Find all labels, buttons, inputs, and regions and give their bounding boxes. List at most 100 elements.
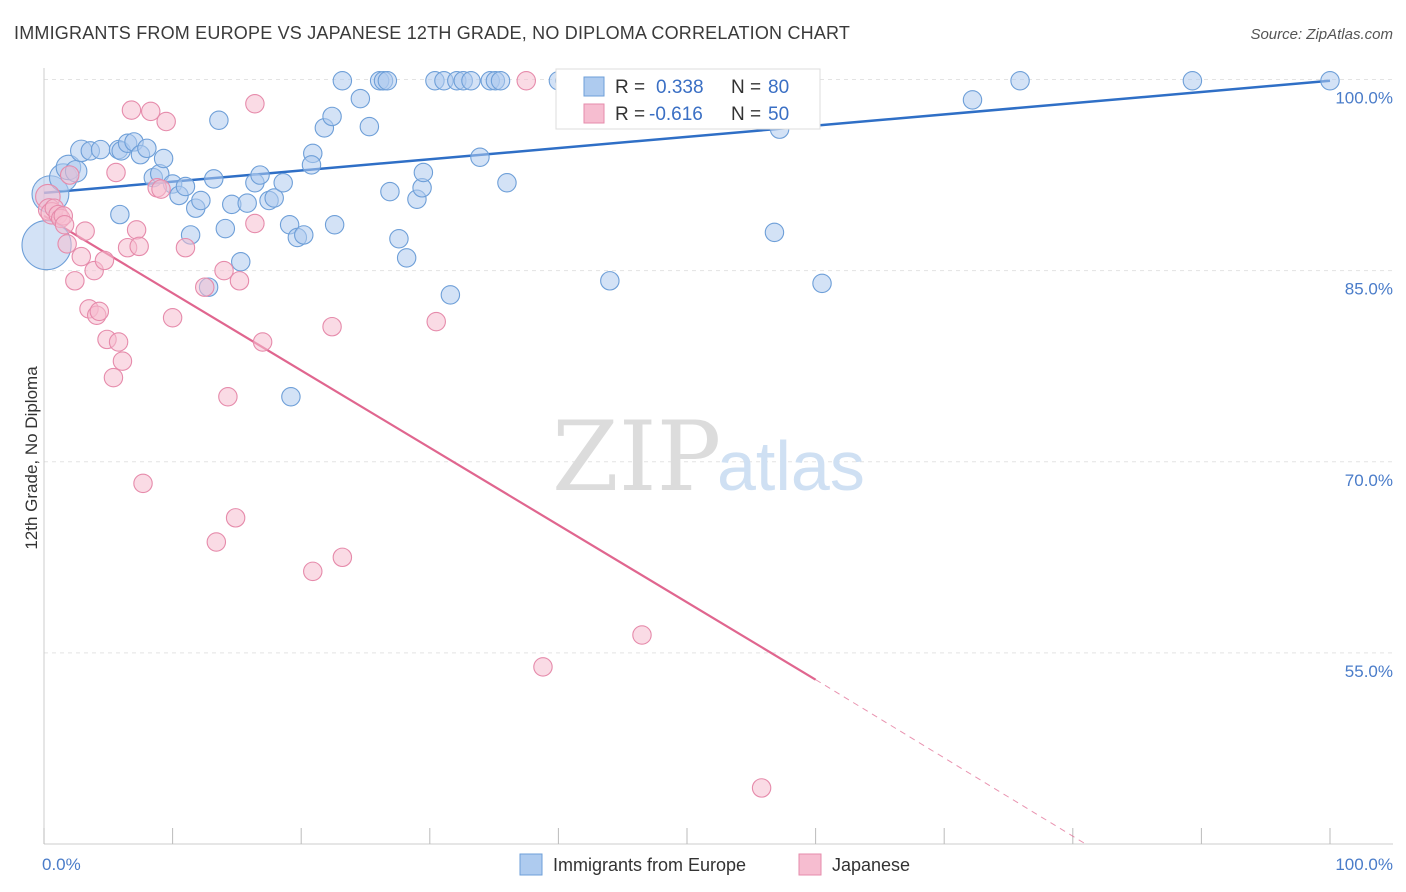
point-europe bbox=[812, 273, 832, 294]
y-tick-label: 100.0% bbox=[1335, 89, 1393, 108]
y-tick-label: 70.0% bbox=[1345, 471, 1393, 490]
point-europe bbox=[322, 106, 342, 127]
legend: Immigrants from Europe Japanese bbox=[519, 853, 910, 876]
point-europe bbox=[764, 222, 785, 243]
point-europe bbox=[231, 251, 251, 272]
point-europe bbox=[389, 229, 409, 249]
point-japanese bbox=[225, 508, 246, 528]
stats-blue-n-value: 80 bbox=[768, 77, 789, 98]
point-europe bbox=[204, 169, 224, 189]
stats-blue-n-label: N = bbox=[731, 77, 761, 98]
stats-pink-n-label: N = bbox=[731, 104, 761, 125]
point-europe bbox=[324, 215, 345, 235]
point-japanese bbox=[533, 657, 553, 677]
legend-label-blue: Immigrants from Europe bbox=[553, 855, 746, 875]
point-europe bbox=[110, 204, 130, 225]
point-europe bbox=[250, 165, 270, 185]
point-europe bbox=[191, 190, 211, 211]
point-europe bbox=[281, 387, 301, 407]
point-europe bbox=[377, 71, 398, 91]
point-japanese bbox=[195, 277, 215, 297]
point-japanese bbox=[75, 221, 95, 241]
legend-label-pink: Japanese bbox=[832, 855, 910, 875]
point-japanese bbox=[175, 237, 196, 258]
point-europe bbox=[237, 193, 257, 213]
trend-line-japanese bbox=[43, 214, 817, 681]
point-japanese bbox=[121, 100, 142, 120]
watermark-atlas: atlas bbox=[717, 427, 865, 505]
point-japanese bbox=[332, 547, 353, 568]
stats-pink-n-value: 50 bbox=[768, 104, 789, 125]
point-japanese bbox=[94, 250, 115, 271]
point-japanese bbox=[516, 71, 536, 91]
point-japanese bbox=[106, 162, 126, 183]
point-japanese bbox=[59, 165, 80, 185]
point-japanese bbox=[54, 215, 75, 235]
point-japanese bbox=[57, 234, 77, 254]
point-japanese bbox=[206, 532, 227, 552]
y-tick-label: 85.0% bbox=[1345, 280, 1393, 299]
stats-blue-r-label: R = bbox=[615, 77, 645, 98]
point-europe bbox=[350, 88, 371, 109]
point-europe bbox=[273, 172, 293, 193]
point-europe bbox=[440, 285, 461, 305]
point-japanese bbox=[71, 246, 92, 267]
point-japanese bbox=[252, 332, 273, 352]
point-europe bbox=[301, 155, 322, 175]
point-europe bbox=[90, 139, 111, 160]
point-europe bbox=[470, 147, 490, 167]
point-japanese bbox=[108, 332, 129, 352]
point-europe bbox=[380, 181, 400, 202]
point-japanese bbox=[65, 271, 85, 291]
data-points bbox=[21, 71, 1340, 798]
point-japanese bbox=[103, 367, 124, 388]
stats-pink-r-label: R = bbox=[615, 104, 645, 125]
point-europe bbox=[600, 271, 620, 291]
y-axis-label: 12th Grade, No Diploma bbox=[22, 366, 41, 550]
point-europe bbox=[332, 71, 353, 91]
x-tick-label: 0.0% bbox=[42, 855, 81, 874]
point-japanese bbox=[151, 179, 171, 199]
point-europe bbox=[215, 218, 236, 239]
point-europe bbox=[1320, 71, 1340, 91]
legend-swatch-pink bbox=[798, 853, 822, 876]
point-europe bbox=[962, 90, 983, 110]
axes bbox=[43, 68, 1393, 845]
point-japanese bbox=[751, 778, 772, 798]
point-japanese bbox=[112, 351, 133, 371]
tick-labels: 100.0% 85.0% 70.0% 55.0% 0.0% 100.0% bbox=[42, 89, 1393, 875]
point-japanese bbox=[156, 111, 176, 132]
point-japanese bbox=[214, 260, 234, 281]
stats-blue-swatch bbox=[583, 76, 605, 97]
y-tick-label: 55.0% bbox=[1345, 662, 1393, 681]
point-japanese bbox=[245, 93, 265, 114]
chart-title: IMMIGRANTS FROM EUROPE VS JAPANESE 12TH … bbox=[14, 23, 850, 43]
point-europe bbox=[396, 248, 417, 268]
point-japanese bbox=[129, 236, 149, 257]
point-japanese bbox=[126, 220, 147, 240]
point-japanese bbox=[632, 625, 652, 645]
point-europe bbox=[153, 148, 174, 169]
point-europe bbox=[497, 172, 517, 193]
point-japanese bbox=[229, 271, 250, 291]
stats-pink-r-value: -0.616 bbox=[649, 104, 703, 125]
point-japanese bbox=[162, 308, 183, 328]
point-japanese bbox=[322, 316, 342, 337]
point-europe bbox=[175, 176, 196, 197]
point-japanese bbox=[133, 473, 153, 494]
point-japanese bbox=[245, 213, 265, 234]
point-europe bbox=[294, 225, 314, 245]
point-europe bbox=[1010, 71, 1030, 91]
stats-pink-swatch bbox=[583, 103, 605, 124]
stats-box: R = 0.338 N = 80 R = -0.616 N = 50 bbox=[555, 68, 821, 130]
grid bbox=[44, 79, 1393, 654]
legend-swatch-blue bbox=[519, 853, 543, 876]
point-europe bbox=[264, 188, 284, 208]
point-europe bbox=[413, 162, 434, 183]
x-tick-label: 100.0% bbox=[1335, 855, 1393, 874]
point-europe bbox=[359, 116, 380, 137]
point-japanese bbox=[218, 387, 238, 407]
point-japanese bbox=[140, 101, 161, 122]
stats-blue-r-value: 0.338 bbox=[656, 77, 704, 98]
